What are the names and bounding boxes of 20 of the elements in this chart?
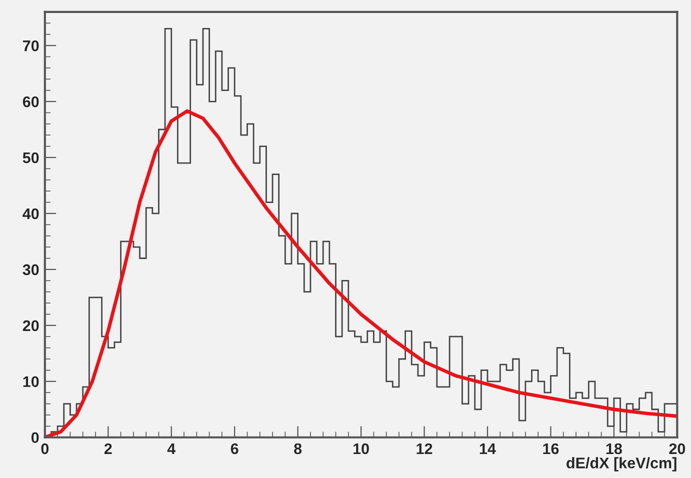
y-tick-label: 50 [22,152,39,164]
x-tick-label: 4 [167,443,176,454]
y-tick-label: 40 [22,208,39,220]
x-tick-label: 8 [294,443,302,454]
x-tick-label: 6 [230,443,238,454]
x-tick-label: 16 [543,443,559,454]
x-tick-label: 20 [669,443,686,454]
y-tick-label: 30 [22,264,39,276]
y-tick-label: 60 [22,96,39,108]
x-tick-label: 18 [606,443,622,454]
x-tick-label: 2 [104,443,112,454]
x-tick-label: 0 [41,443,49,454]
y-tick-label: 0 [31,432,39,444]
y-tick-label: 20 [22,320,39,332]
y-tick-label: 10 [23,376,39,388]
x-tick-label: 14 [480,443,496,454]
x-tick-label: 10 [354,443,369,454]
y-tick-label: 70 [23,40,39,52]
x-tick-label: 12 [416,443,432,454]
x-axis-title: dE/dX [keV/cm] [566,457,676,472]
